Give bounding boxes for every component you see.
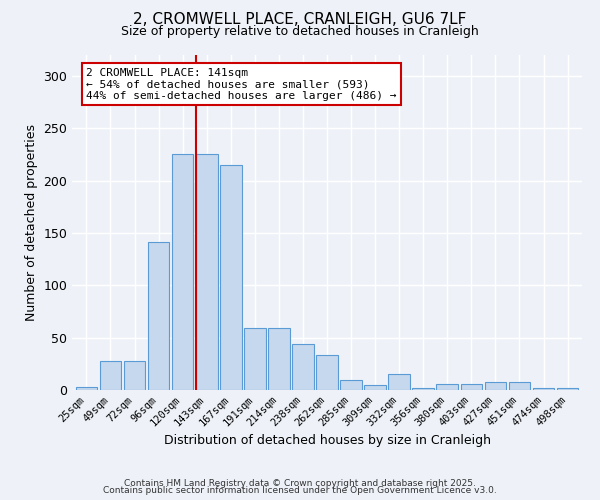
Bar — [557, 388, 578, 390]
Bar — [244, 328, 266, 390]
Bar — [196, 154, 218, 390]
Text: Size of property relative to detached houses in Cranleigh: Size of property relative to detached ho… — [121, 25, 479, 38]
Bar — [220, 165, 242, 390]
Text: 2 CROMWELL PLACE: 141sqm
← 54% of detached houses are smaller (593)
44% of semi-: 2 CROMWELL PLACE: 141sqm ← 54% of detach… — [86, 68, 397, 101]
Text: Contains HM Land Registry data © Crown copyright and database right 2025.: Contains HM Land Registry data © Crown c… — [124, 478, 476, 488]
X-axis label: Distribution of detached houses by size in Cranleigh: Distribution of detached houses by size … — [163, 434, 491, 447]
Bar — [485, 382, 506, 390]
Bar — [292, 344, 314, 390]
Bar — [388, 374, 410, 390]
Bar — [100, 360, 121, 390]
Bar — [436, 384, 458, 390]
Bar — [172, 154, 193, 390]
Bar — [76, 387, 97, 390]
Text: 2, CROMWELL PLACE, CRANLEIGH, GU6 7LF: 2, CROMWELL PLACE, CRANLEIGH, GU6 7LF — [133, 12, 467, 28]
Bar — [509, 382, 530, 390]
Bar — [461, 384, 482, 390]
Text: Contains public sector information licensed under the Open Government Licence v3: Contains public sector information licen… — [103, 486, 497, 495]
Bar — [533, 388, 554, 390]
Bar — [364, 385, 386, 390]
Bar — [412, 388, 434, 390]
Bar — [316, 356, 338, 390]
Bar — [148, 242, 169, 390]
Bar — [268, 328, 290, 390]
Bar — [124, 360, 145, 390]
Bar — [340, 380, 362, 390]
Y-axis label: Number of detached properties: Number of detached properties — [25, 124, 38, 321]
